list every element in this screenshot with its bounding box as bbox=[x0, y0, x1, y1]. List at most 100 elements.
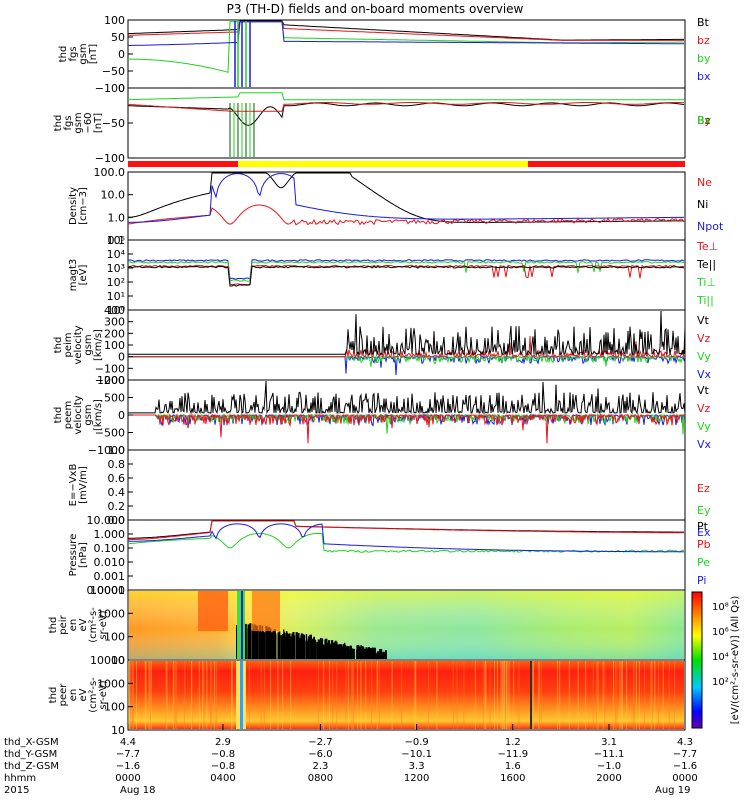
peer-streak bbox=[632, 661, 634, 729]
series-Pb bbox=[128, 520, 684, 541]
peer-streak bbox=[674, 661, 676, 729]
peir-noise bbox=[324, 639, 327, 659]
peir-noise bbox=[385, 654, 387, 659]
y-axis-label: magt3 bbox=[68, 259, 79, 292]
series-bz bbox=[127, 21, 684, 41]
peir-noise bbox=[299, 638, 302, 659]
peir-noise bbox=[339, 645, 341, 659]
legend-pressure-1: Pb bbox=[697, 538, 711, 551]
peer-streak bbox=[596, 661, 598, 729]
peer-streak bbox=[290, 661, 292, 729]
y-axis-label: [nT] bbox=[88, 44, 99, 64]
legend-efield-1: Ey bbox=[697, 504, 711, 517]
y-tick-label: 10000 bbox=[90, 584, 125, 597]
series-Bz bbox=[127, 102, 685, 126]
y-tick-label: 10.000 bbox=[87, 514, 126, 527]
peer-streak bbox=[136, 661, 138, 729]
y-axis-label: peim bbox=[63, 332, 74, 357]
peir-noise bbox=[257, 630, 259, 659]
peer-dropout bbox=[530, 661, 532, 729]
peir-noise bbox=[356, 650, 358, 659]
peer-streak bbox=[506, 661, 508, 729]
peer-streak bbox=[513, 661, 515, 729]
colorbar-label: [eV/(cm²-s-sr-eV)] (All Qs) bbox=[730, 596, 741, 725]
peer-streak bbox=[345, 661, 347, 729]
peir-noise bbox=[280, 634, 283, 659]
peir-noise bbox=[365, 647, 368, 659]
y-axis-label: eV bbox=[78, 618, 89, 631]
legend-pressure-2: Pe bbox=[697, 556, 710, 569]
peer-streak bbox=[145, 661, 147, 729]
peer-streak bbox=[176, 661, 178, 729]
y-tick-label: 10 bbox=[111, 724, 125, 737]
peer-streak bbox=[501, 661, 503, 729]
peer-streak bbox=[165, 661, 167, 729]
peer-streak bbox=[540, 661, 542, 729]
x-row-value: −10.1 bbox=[401, 749, 432, 760]
peer-streak bbox=[654, 661, 656, 729]
peir-noise bbox=[379, 649, 381, 659]
x-year: 2015 bbox=[4, 785, 29, 796]
peir-noise bbox=[346, 646, 349, 659]
peer-streak bbox=[619, 661, 621, 729]
y-tick-label: 0.6 bbox=[108, 472, 126, 485]
peer-streak bbox=[638, 661, 640, 729]
y-tick-label: 1000 bbox=[97, 374, 125, 387]
legend-fgs_t-0: Bz bbox=[697, 114, 711, 127]
y-tick-label: 1.000 bbox=[94, 528, 126, 541]
y-axis-label: sr-eV) bbox=[98, 680, 109, 709]
peir-noise bbox=[274, 632, 277, 659]
y-axis-label: velocity bbox=[73, 395, 84, 434]
y-tick-label: 0.0001 bbox=[87, 584, 126, 597]
y-axis-label: gsm bbox=[83, 404, 94, 425]
peir-noise bbox=[307, 638, 309, 659]
series-Ni bbox=[128, 172, 684, 223]
peer-streak bbox=[173, 661, 175, 729]
peer-streak bbox=[365, 661, 367, 729]
x-row-label: thd_X-GSM bbox=[4, 737, 59, 748]
legend-fgs-0: Bt bbox=[697, 16, 710, 29]
peer-streak bbox=[216, 661, 218, 729]
peer-streak bbox=[248, 661, 250, 729]
peer-streak bbox=[636, 661, 638, 729]
y-tick-label: 10² bbox=[107, 276, 125, 289]
peer-streak bbox=[463, 661, 465, 729]
x-row-value: −0.9 bbox=[404, 737, 428, 748]
peer-streak bbox=[504, 661, 506, 729]
y-tick-label: 10⁵ bbox=[107, 234, 125, 247]
x-row-value: 0000 bbox=[115, 773, 140, 784]
peir-noise bbox=[290, 636, 292, 659]
y-tick-label: 0.001 bbox=[94, 570, 126, 583]
y-tick-label: 0.8 bbox=[108, 458, 126, 471]
y-tick-label: −100 bbox=[95, 362, 125, 375]
series-Pe bbox=[127, 532, 684, 553]
peer-streak bbox=[428, 661, 430, 729]
peer-streak bbox=[494, 661, 496, 729]
y-tick-label: 10¹ bbox=[107, 290, 125, 303]
peer-streak bbox=[559, 661, 561, 729]
series-Te-perp bbox=[127, 264, 685, 286]
peir-noise bbox=[381, 655, 385, 659]
page-title: P3 (TH-D) fields and on-board moments ov… bbox=[227, 2, 524, 16]
legend-efield-0: Ez bbox=[697, 482, 710, 495]
x-row-value: 4.3 bbox=[677, 737, 693, 748]
series-peem-Vz bbox=[128, 413, 686, 444]
peer-streak bbox=[347, 661, 349, 729]
peir-noise bbox=[363, 648, 366, 659]
legend-pressure-3: Pi bbox=[697, 574, 706, 587]
y-axis-label: velocity bbox=[73, 325, 84, 364]
peer-streak bbox=[198, 661, 200, 729]
peer-streak bbox=[456, 661, 458, 729]
series-by bbox=[128, 21, 684, 73]
peer-streak bbox=[166, 661, 168, 729]
peer-streak bbox=[150, 661, 152, 729]
legend-peim-0: Vt bbox=[697, 314, 710, 327]
peer-streak bbox=[210, 661, 212, 729]
y-tick-label: −100 bbox=[95, 152, 125, 165]
legend-temp-1: Te|| bbox=[696, 258, 716, 271]
panel-frame-pressure bbox=[127, 519, 686, 591]
y-axis-label: [nPa] bbox=[78, 542, 89, 568]
x-row-value: 1.2 bbox=[505, 737, 521, 748]
peir-noise bbox=[334, 641, 336, 659]
legend-density-2: Npot bbox=[697, 220, 724, 233]
